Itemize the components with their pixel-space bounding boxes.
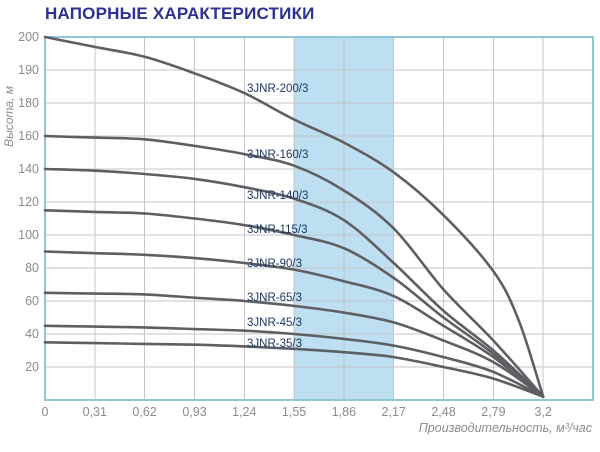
x-tick-label: 2,79 [481, 405, 505, 419]
series-label-3JNR-45/3: 3JNR-45/3 [247, 317, 302, 329]
x-tick-label: 0,31 [83, 405, 107, 419]
y-tick-label: 100 [18, 228, 39, 242]
x-axis-title: Производительность, м³/час [418, 421, 592, 435]
curve-3JNR-115/3 [43, 209, 545, 398]
y-tick-label: 40 [25, 327, 39, 341]
series-label-3JNR-115/3: 3JNR-115/3 [247, 224, 308, 236]
y-tick-label: 190 [18, 63, 39, 77]
x-tick-label: 2,48 [431, 405, 455, 419]
series-label-3JNR-200/3: 3JNR-200/3 [247, 83, 308, 95]
y-tick-label: 160 [18, 129, 39, 143]
curve-3JNR-160/3 [43, 134, 545, 398]
y-tick-label: 80 [25, 261, 39, 275]
series-label-3JNR-160/3: 3JNR-160/3 [247, 149, 308, 161]
x-tick-label: 0 [42, 405, 49, 419]
series-label-3JNR-35/3: 3JNR-35/3 [247, 338, 302, 350]
chart-title: НАПОРНЫЕ ХАРАКТЕРИСТИКИ [45, 4, 315, 23]
curve-3JNR-35/3 [43, 341, 545, 398]
x-tick-label: 1,86 [332, 405, 356, 419]
curve-3JNR-65/3 [43, 291, 545, 398]
series-label-3JNR-140/3: 3JNR-140/3 [247, 190, 308, 202]
y-tick-label: 200 [18, 30, 39, 44]
y-tick-label: 20 [25, 360, 39, 374]
x-tick-label: 0,62 [132, 405, 156, 419]
y-tick-label: 60 [25, 294, 39, 308]
x-tick-label: 1,55 [282, 405, 306, 419]
y-tick-label: 180 [18, 96, 39, 110]
y-tick-label: 120 [18, 195, 39, 209]
curve-3JNR-45/3 [43, 324, 545, 398]
y-tick-label: 140 [18, 162, 39, 176]
x-tick-label: 3,2 [535, 405, 552, 419]
x-tick-label: 1,24 [232, 405, 256, 419]
x-tick-label: 2,17 [382, 405, 406, 419]
curve-3JNR-140/3 [43, 167, 545, 398]
curve-3JNR-90/3 [43, 250, 545, 398]
curve-3JNR-200/3 [43, 35, 545, 398]
series-label-3JNR-90/3: 3JNR-90/3 [247, 258, 302, 270]
series-label-3JNR-65/3: 3JNR-65/3 [247, 292, 302, 304]
x-tick-label: 0,93 [182, 405, 206, 419]
plot-border [44, 36, 594, 401]
